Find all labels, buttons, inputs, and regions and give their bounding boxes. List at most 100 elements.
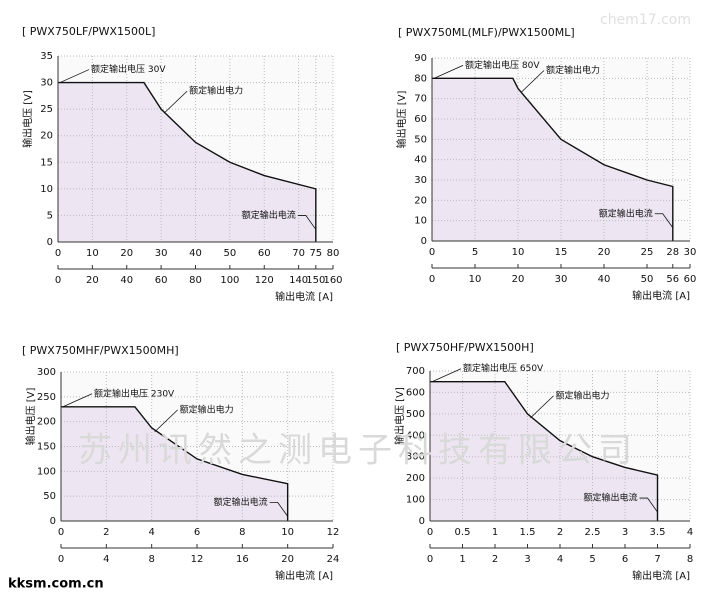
y-tick-label: 5 xyxy=(47,210,53,221)
x2-tick-label: 0 xyxy=(55,275,61,286)
watermark: 苏州讯然之测电子科技有限公司 xyxy=(78,431,638,471)
x2-tick-label: 160 xyxy=(323,275,342,286)
x-tick-label: 28 xyxy=(666,247,679,258)
x2-tick-label: 24 xyxy=(327,554,340,565)
x2-tick-label: 40 xyxy=(120,275,133,286)
leader xyxy=(59,69,90,83)
annotation: 额定输出电力 xyxy=(546,64,600,76)
x2-tick-label: 80 xyxy=(189,275,202,286)
x-axis-label: 输出电流 [A] xyxy=(275,290,333,303)
chart-title: [ PWX750HF/PWX1500H] xyxy=(396,341,534,354)
y-tick-label: 100 xyxy=(37,466,56,477)
x2-tick-label: 0 xyxy=(429,274,435,285)
x-tick-label: 0 xyxy=(58,527,64,538)
y-tick-label: 40 xyxy=(414,155,427,166)
x2-tick-label: 30 xyxy=(555,274,568,285)
x-tick-label: 3 xyxy=(622,527,628,538)
curve xyxy=(430,381,659,521)
y-tick-label: 50 xyxy=(43,491,56,502)
area xyxy=(58,82,316,242)
x2-tick-label: 8 xyxy=(687,554,693,565)
x-tick-label: 2 xyxy=(103,527,109,538)
x-tick-label: 20 xyxy=(120,248,133,259)
x2-tick-label: 140 xyxy=(289,275,308,286)
x2-tick-label: 2 xyxy=(492,554,498,565)
x-tick-label: 5 xyxy=(472,247,478,258)
curve xyxy=(432,77,674,241)
y-tick-label: 10 xyxy=(414,216,427,227)
watermark-top: chem17.com xyxy=(600,12,691,28)
annotation: 额定输出电压 80V xyxy=(465,59,540,71)
x2-tick-label: 10 xyxy=(469,274,482,285)
annotation: 额定输出电力 xyxy=(189,85,243,97)
x-tick-label: 6 xyxy=(194,527,200,538)
leader xyxy=(269,501,288,517)
curve xyxy=(61,406,289,521)
x-tick-label: 20 xyxy=(598,247,611,258)
leader xyxy=(163,90,188,114)
y-tick-label: 300 xyxy=(406,452,425,463)
x2-tick-label: 120 xyxy=(255,275,274,286)
area xyxy=(61,406,288,521)
y-tick-label: 35 xyxy=(40,51,53,62)
curve xyxy=(58,81,317,242)
y-axis-label: 输出电压 [V] xyxy=(21,90,34,148)
x-tick-label: 0 xyxy=(429,247,435,258)
y-tick-label: 90 xyxy=(414,53,427,64)
y-tick-label: 300 xyxy=(37,367,56,378)
y-tick-label: 100 xyxy=(406,495,425,506)
x2-tick-label: 7 xyxy=(654,554,660,565)
leader xyxy=(520,70,545,93)
y-tick-label: 10 xyxy=(40,184,53,195)
leader xyxy=(431,368,462,383)
x2-tick-label: 12 xyxy=(191,554,204,565)
y-tick-label: 50 xyxy=(414,134,427,145)
y-tick-label: 400 xyxy=(406,430,425,441)
x2-tick-label: 3 xyxy=(524,554,530,565)
x2-tick-label: 6 xyxy=(622,554,628,565)
x-tick-label: 0.5 xyxy=(455,527,471,538)
y-tick-label: 25 xyxy=(40,104,53,115)
leader xyxy=(154,409,178,433)
y-tick-label: 60 xyxy=(414,114,427,125)
x2-tick-label: 60 xyxy=(155,275,168,286)
y-tick-label: 600 xyxy=(406,387,425,398)
x-tick-label: 80 xyxy=(327,248,340,259)
x-tick-label: 2 xyxy=(557,527,563,538)
x-tick-label: 1 xyxy=(492,527,498,538)
x2-tick-label: 60 xyxy=(684,274,697,285)
x2-tick-label: 150 xyxy=(306,275,325,286)
y-tick-label: 20 xyxy=(40,131,53,142)
leader xyxy=(433,64,464,79)
y-tick-label: 0 xyxy=(419,516,425,527)
x-tick-label: 30 xyxy=(684,247,697,258)
annotation: 额定输出电流 xyxy=(583,492,637,504)
annotation: 额定输出电力 xyxy=(556,389,610,401)
annotation: 额定输出电力 xyxy=(180,403,234,415)
y-axis-label: 输出电压 [V] xyxy=(24,387,37,445)
x-tick-label: 12 xyxy=(327,527,340,538)
chart-title: [ PWX750MHF/PWX1500MH] xyxy=(22,344,179,357)
x-tick-label: 40 xyxy=(189,248,202,259)
x-tick-label: 60 xyxy=(258,248,271,259)
area xyxy=(430,381,658,521)
annotation: 额定输出电流 xyxy=(599,207,653,219)
annotation: 额定输出电流 xyxy=(214,496,268,508)
x-tick-label: 75 xyxy=(309,248,322,259)
x-tick-label: 2.5 xyxy=(585,527,601,538)
y-tick-label: 700 xyxy=(406,366,425,377)
x2-tick-label: 20 xyxy=(86,275,99,286)
y-tick-label: 0 xyxy=(47,237,53,248)
y-tick-label: 200 xyxy=(37,417,56,428)
leader xyxy=(530,395,554,419)
y-tick-label: 30 xyxy=(40,78,53,89)
x2-tick-label: 100 xyxy=(220,275,239,286)
x-tick-label: 70 xyxy=(292,248,305,259)
y-tick-label: 20 xyxy=(414,195,427,206)
chart-title: [ PWX750LF/PWX1500L] xyxy=(22,25,155,38)
x2-tick-label: 20 xyxy=(281,554,294,565)
leader xyxy=(654,213,674,228)
x2-tick-label: 40 xyxy=(598,274,611,285)
x2-tick-label: 4 xyxy=(103,554,109,565)
x-tick-label: 10 xyxy=(86,248,99,259)
